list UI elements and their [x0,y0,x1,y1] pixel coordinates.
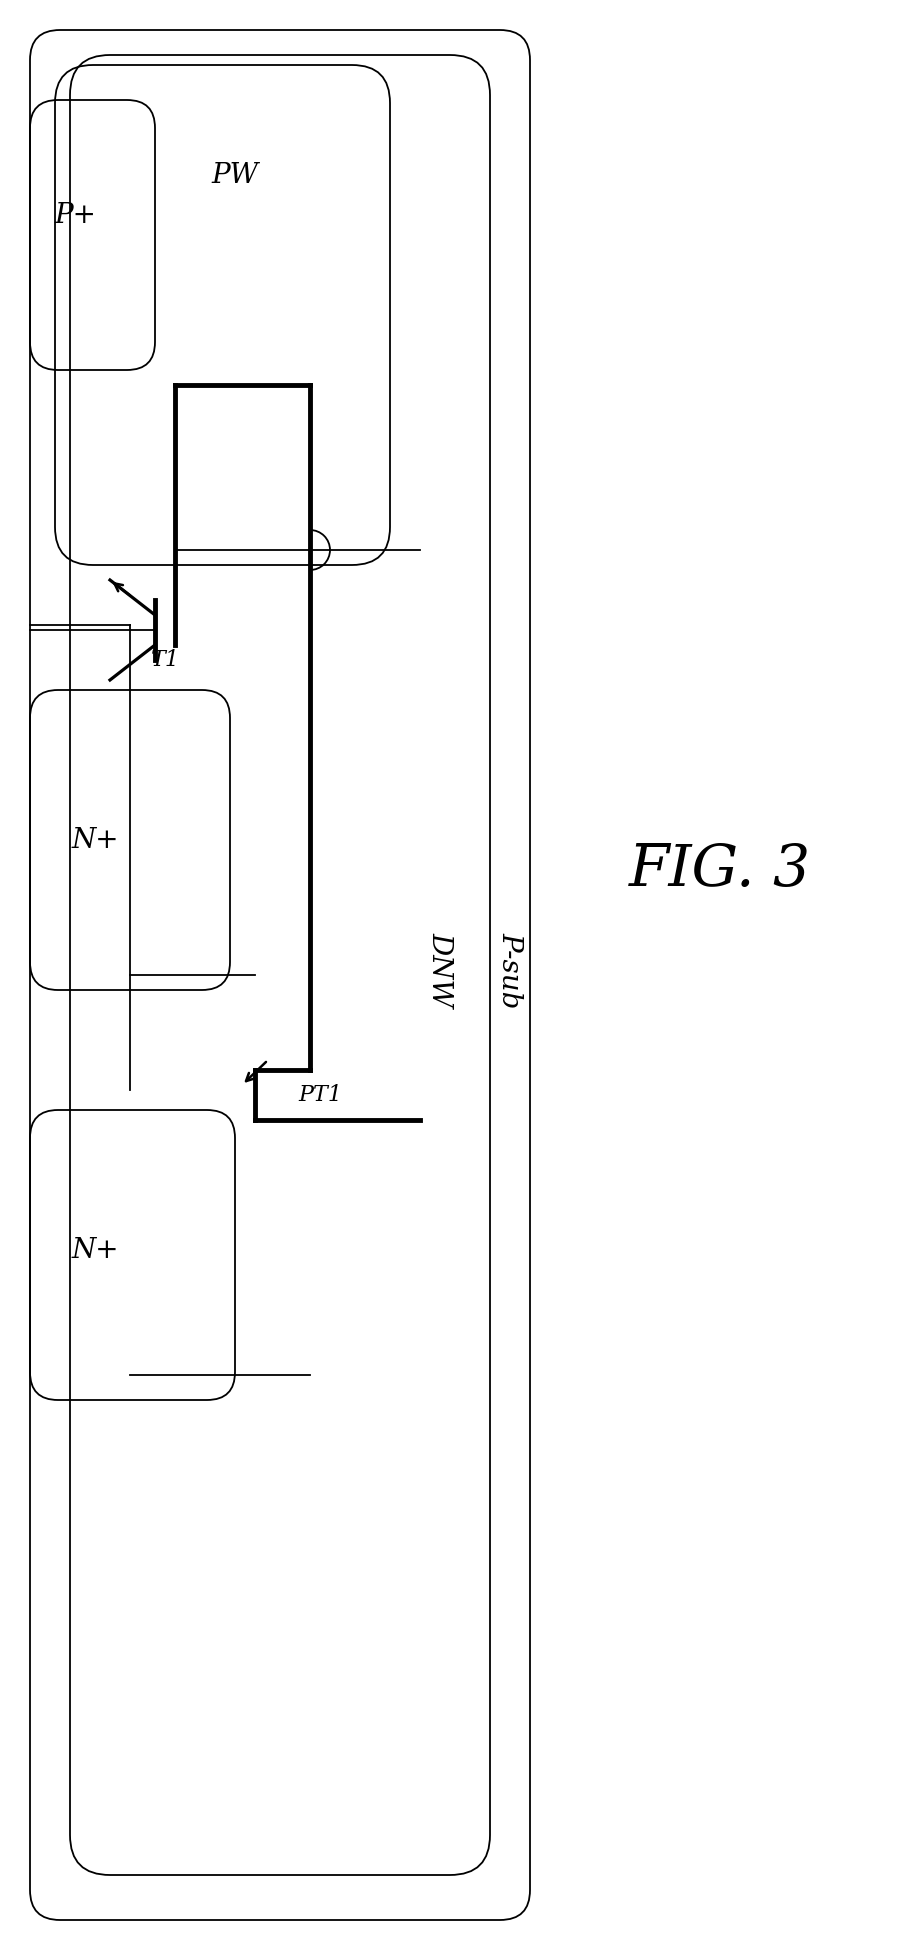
Text: FIG. 3: FIG. 3 [629,842,810,898]
Text: P-sub: P-sub [496,932,523,1008]
Text: N+: N+ [71,826,118,853]
Text: DNW: DNW [426,932,453,1008]
Text: N+: N+ [71,1236,118,1264]
Text: T1: T1 [150,648,179,672]
Text: PT1: PT1 [298,1084,342,1105]
Text: PW: PW [211,162,259,189]
Text: P+: P+ [54,201,96,229]
